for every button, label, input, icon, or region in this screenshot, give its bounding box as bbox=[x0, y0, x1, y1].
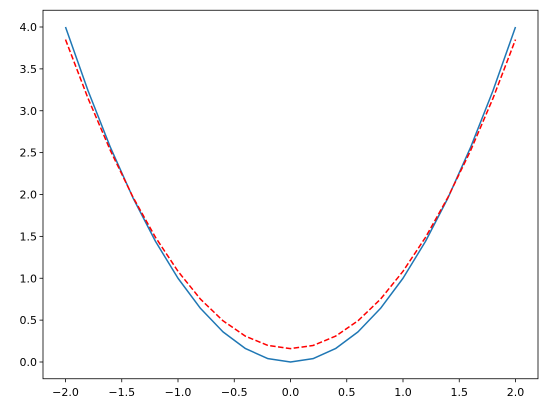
x-tick-label: 1.0 bbox=[394, 386, 412, 399]
x-tick-label: −1.5 bbox=[108, 386, 135, 399]
x-tick-label: 1.5 bbox=[451, 386, 469, 399]
line bbox=[64, 39, 517, 350]
plot-frame bbox=[42, 9, 539, 380]
y-tick-label: 2.0 bbox=[20, 189, 38, 202]
y-tick-label: 0.5 bbox=[20, 314, 38, 327]
x-tick-label: 2.0 bbox=[507, 386, 525, 399]
x-tick-label: −1.0 bbox=[165, 386, 192, 399]
x-tick-label: −0.5 bbox=[221, 386, 248, 399]
y-tick-label: 1.0 bbox=[20, 272, 38, 285]
x-tick-label: −2.0 bbox=[52, 386, 79, 399]
y-tick-label: 3.0 bbox=[20, 105, 38, 118]
y-tick-label: 1.5 bbox=[20, 230, 38, 243]
x-tick-label: 0.0 bbox=[282, 386, 300, 399]
y-tick-label: 0.0 bbox=[20, 356, 38, 369]
y-tick-label: 3.5 bbox=[20, 63, 38, 76]
y-tick-label: 4.0 bbox=[20, 21, 38, 34]
x-tick-label: 0.5 bbox=[338, 386, 356, 399]
y-tick-label: 2.5 bbox=[20, 147, 38, 160]
line bbox=[64, 26, 517, 363]
